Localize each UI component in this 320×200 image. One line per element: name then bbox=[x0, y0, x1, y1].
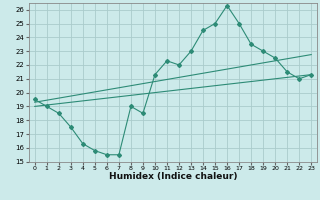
X-axis label: Humidex (Indice chaleur): Humidex (Indice chaleur) bbox=[109, 172, 237, 181]
